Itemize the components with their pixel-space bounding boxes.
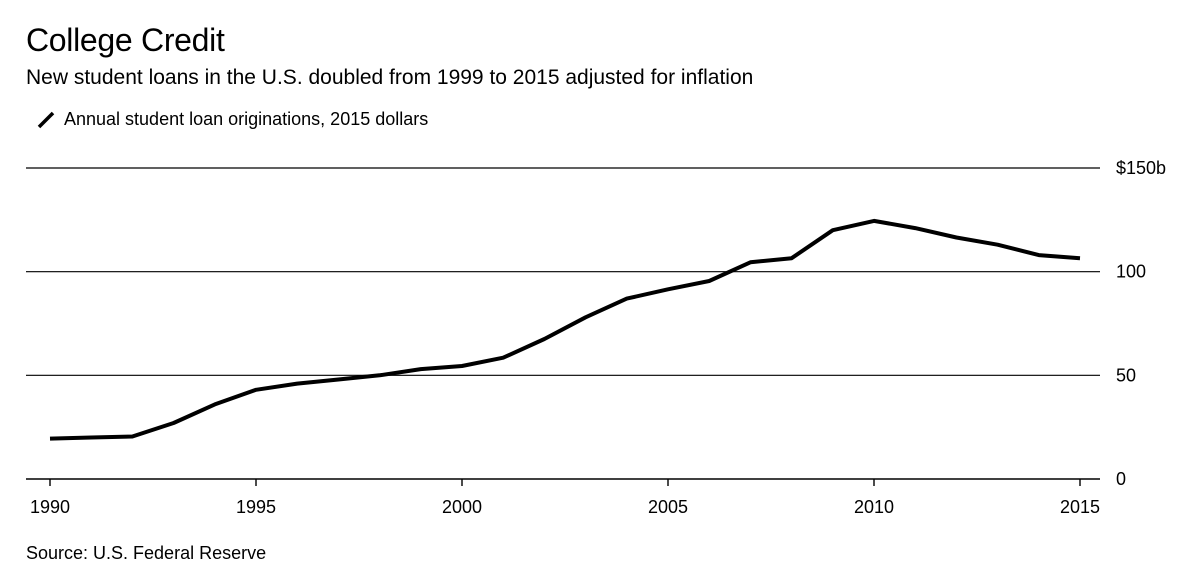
y-axis-ticks: 0 50 100 $150b [1116, 158, 1166, 489]
legend-label: Annual student loan originations, 2015 d… [64, 108, 429, 129]
source-note: Source: U.S. Federal Reserve [26, 543, 267, 563]
data-point [625, 297, 629, 301]
x-tick-label: 2000 [442, 497, 482, 517]
data-point [254, 388, 258, 392]
x-tick-label: 2015 [1060, 497, 1100, 517]
chart-subtitle: New student loans in the U.S. doubled fr… [26, 66, 754, 89]
data-point [213, 402, 217, 406]
data-point [460, 364, 464, 368]
y-tick-label: 50 [1116, 365, 1136, 385]
data-point [542, 337, 546, 341]
gridlines [26, 167, 1100, 480]
data-point [89, 436, 93, 440]
x-tick-label: 2010 [854, 497, 894, 517]
data-point [295, 382, 299, 386]
y-tick-label: 100 [1116, 262, 1146, 282]
data-point [419, 367, 423, 371]
x-tick-label: 1995 [236, 497, 276, 517]
data-point [666, 287, 670, 291]
data-point [748, 260, 752, 264]
x-tick-label: 2005 [648, 497, 688, 517]
data-point [48, 437, 52, 441]
data-point [790, 256, 794, 260]
data-point [872, 219, 876, 223]
data-point [130, 434, 134, 438]
data-point [378, 373, 382, 377]
data-point [584, 315, 588, 319]
data-point [913, 226, 917, 230]
data-point [831, 228, 835, 232]
data-point [954, 235, 958, 239]
y-tick-label: $150b [1116, 158, 1166, 178]
x-tick-label: 1990 [30, 497, 70, 517]
data-point [1037, 253, 1041, 257]
legend: Annual student loan originations, 2015 d… [36, 108, 428, 130]
legend-swatch-line [37, 111, 55, 129]
data-point [336, 377, 340, 381]
data-point [1078, 256, 1082, 260]
chart-title: College Credit [26, 22, 225, 58]
x-axis-ticks: 1990 1995 2000 2005 2010 2015 [30, 479, 1100, 517]
data-point [172, 421, 176, 425]
series-line [49, 218, 1081, 441]
y-tick-label: 0 [1116, 469, 1126, 489]
data-point [707, 279, 711, 283]
series-layer [48, 218, 1082, 441]
data-point [501, 356, 505, 360]
data-point [996, 243, 1000, 247]
